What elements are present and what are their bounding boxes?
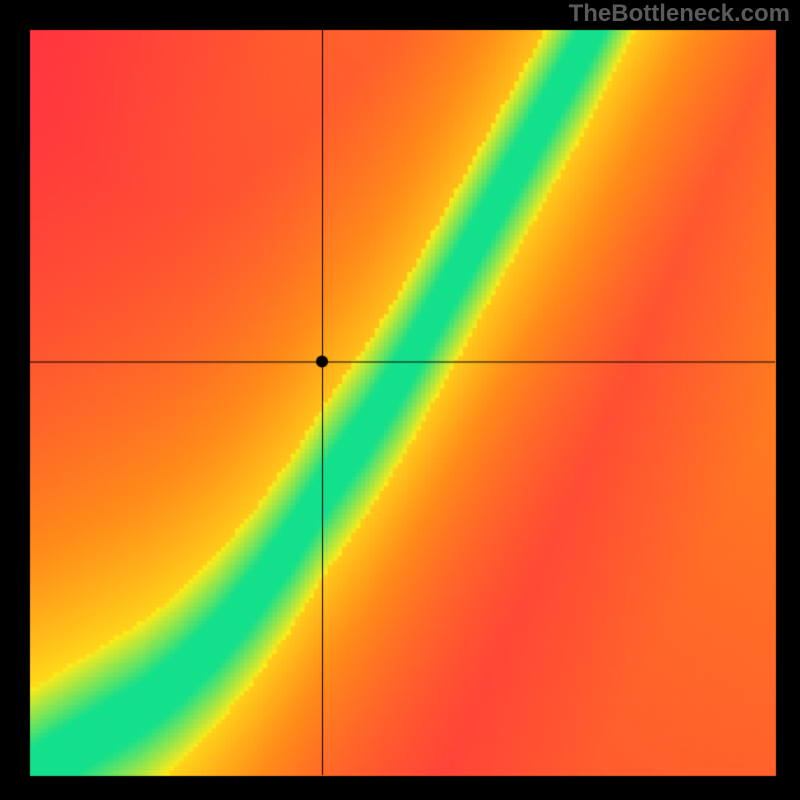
watermark-text: TheBottleneck.com [569,0,790,28]
bottleneck-heatmap [0,0,800,800]
